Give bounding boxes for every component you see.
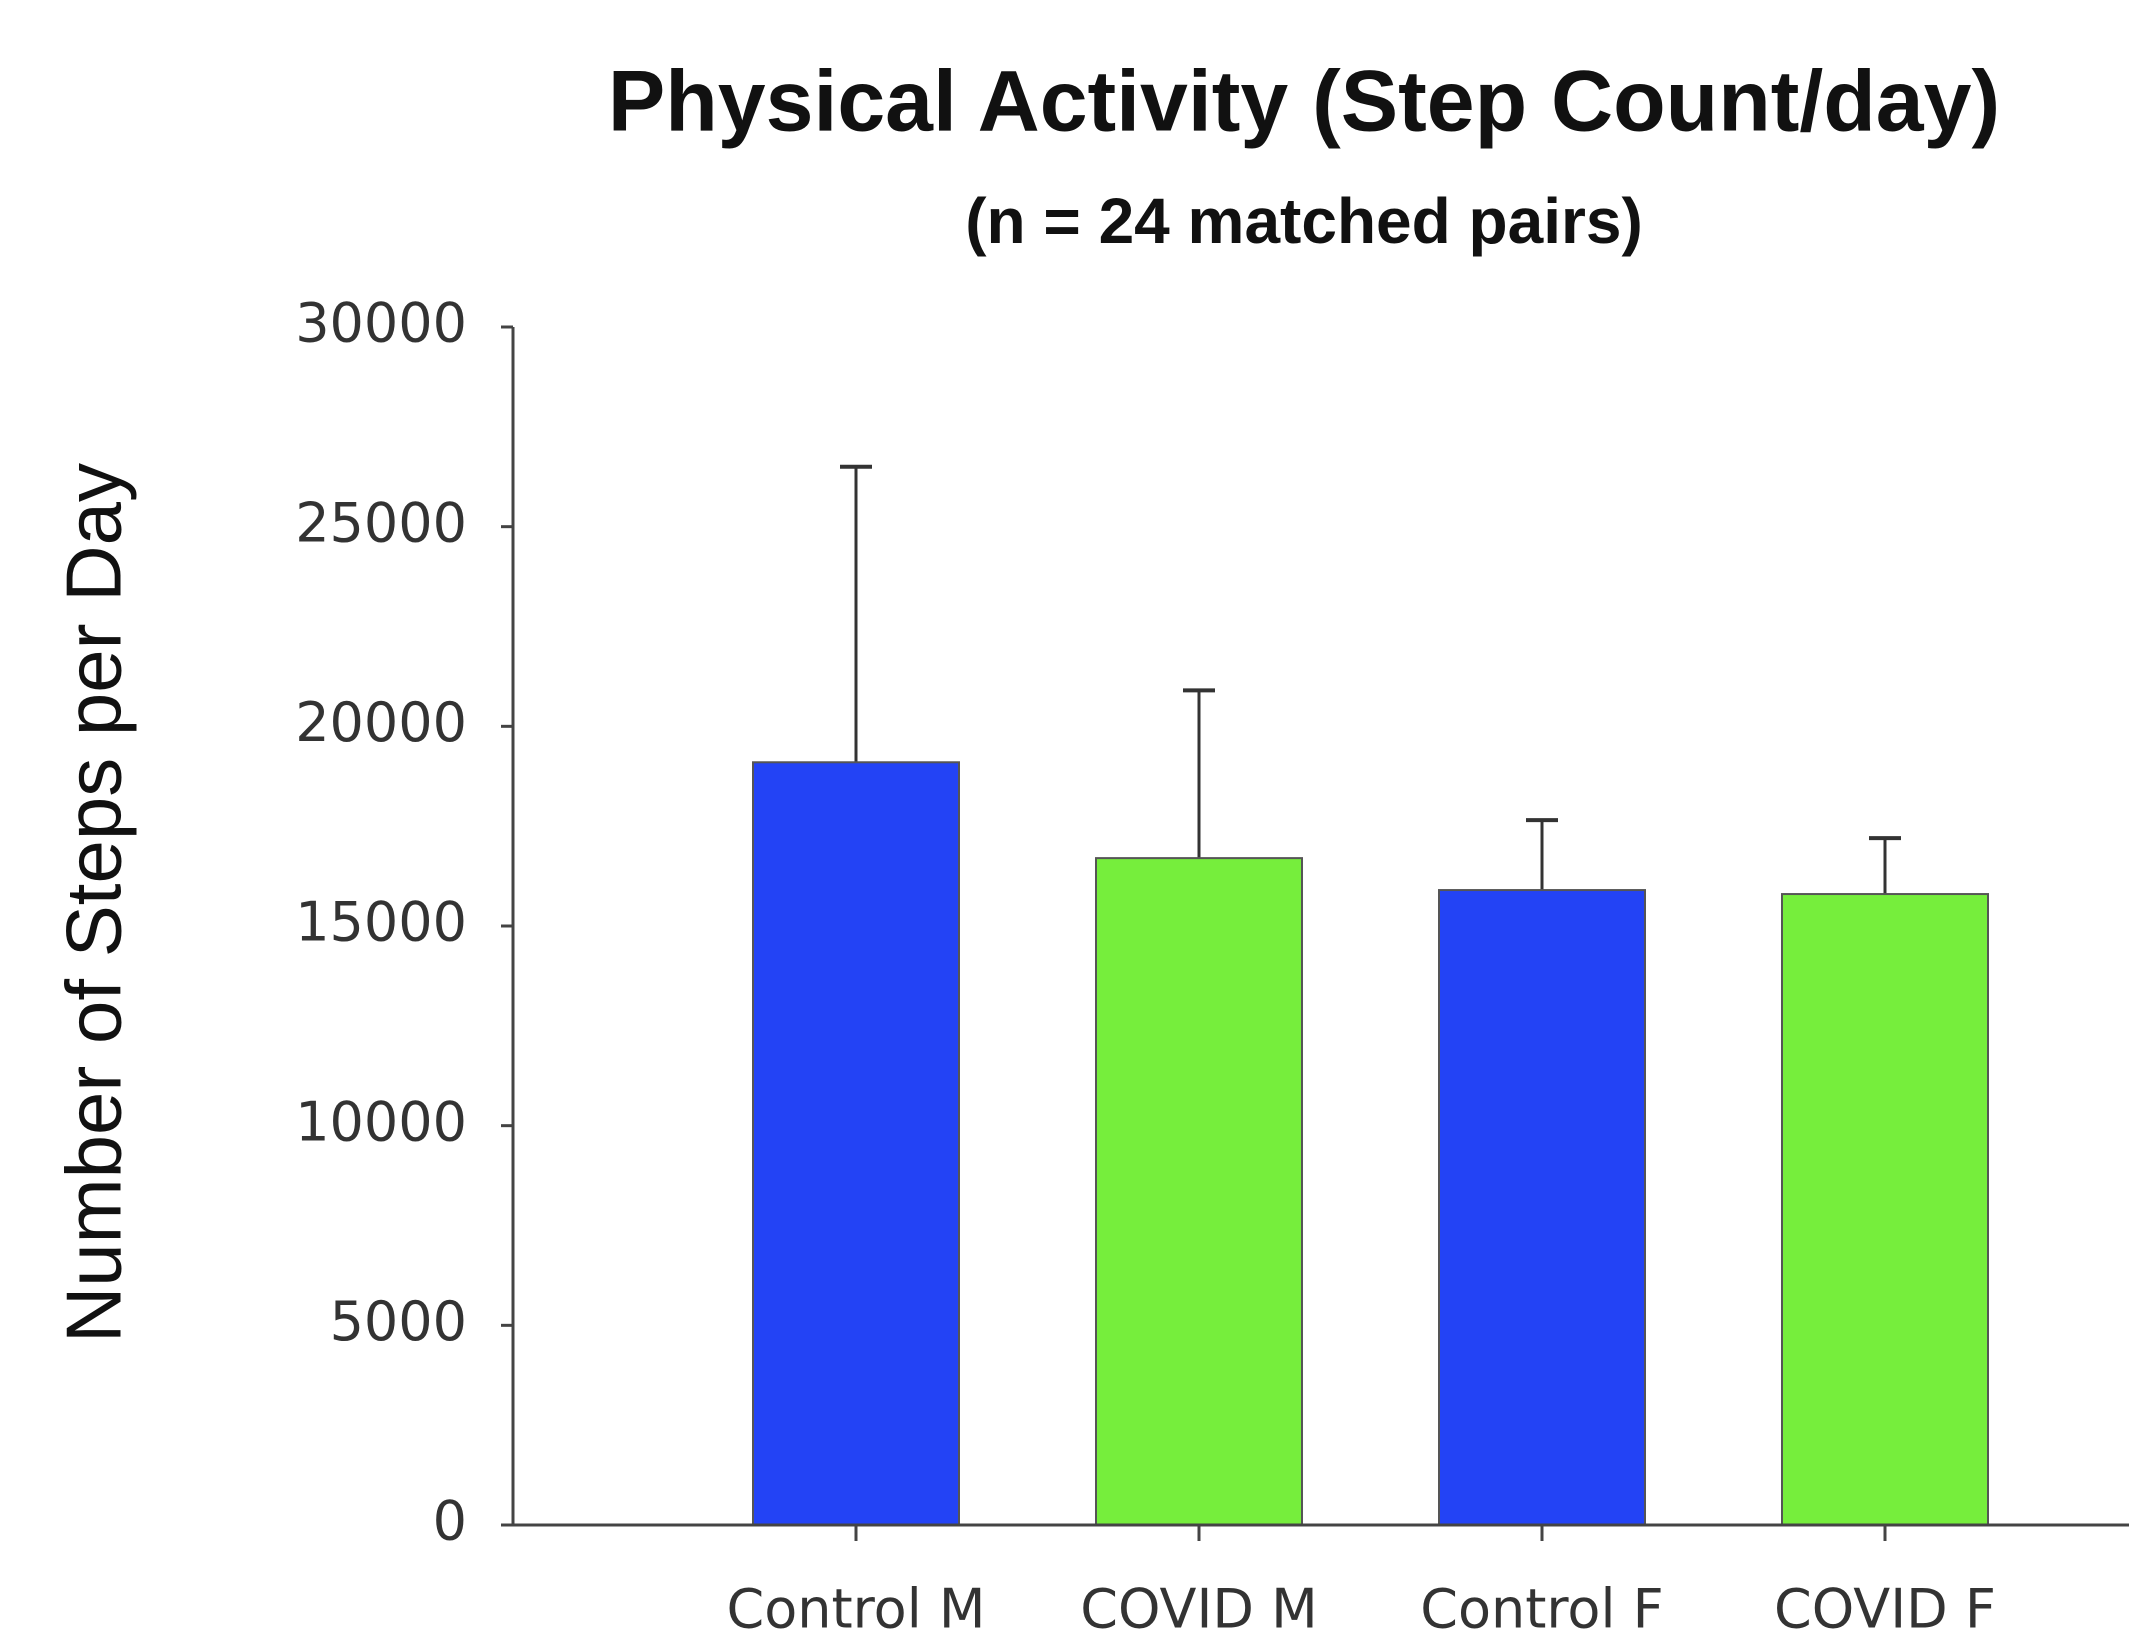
y-tick-label: 15000 [295, 891, 467, 954]
y-tick-label: 10000 [295, 1090, 467, 1153]
y-tick-label: 0 [433, 1490, 467, 1553]
y-tick-label: 25000 [295, 491, 467, 554]
y-tick-label: 20000 [295, 691, 467, 754]
bar [752, 761, 960, 1526]
y-tick-label: 30000 [295, 292, 467, 355]
x-tick-label: COVID F [1774, 1578, 1996, 1641]
x-tick-label: Control F [1420, 1578, 1663, 1641]
chart-subtitle: (n = 24 matched pairs) [965, 185, 1643, 257]
y-axis-label: Number of Steps per Day [50, 463, 138, 1343]
bar [1438, 889, 1646, 1526]
y-tick-label: 5000 [330, 1290, 467, 1353]
x-tick-label: COVID M [1080, 1578, 1317, 1641]
bar [1095, 857, 1303, 1526]
chart-title: Physical Activity (Step Count/day) [608, 54, 2000, 150]
x-tick-label: Control M [727, 1578, 986, 1641]
bar [1781, 893, 1989, 1526]
